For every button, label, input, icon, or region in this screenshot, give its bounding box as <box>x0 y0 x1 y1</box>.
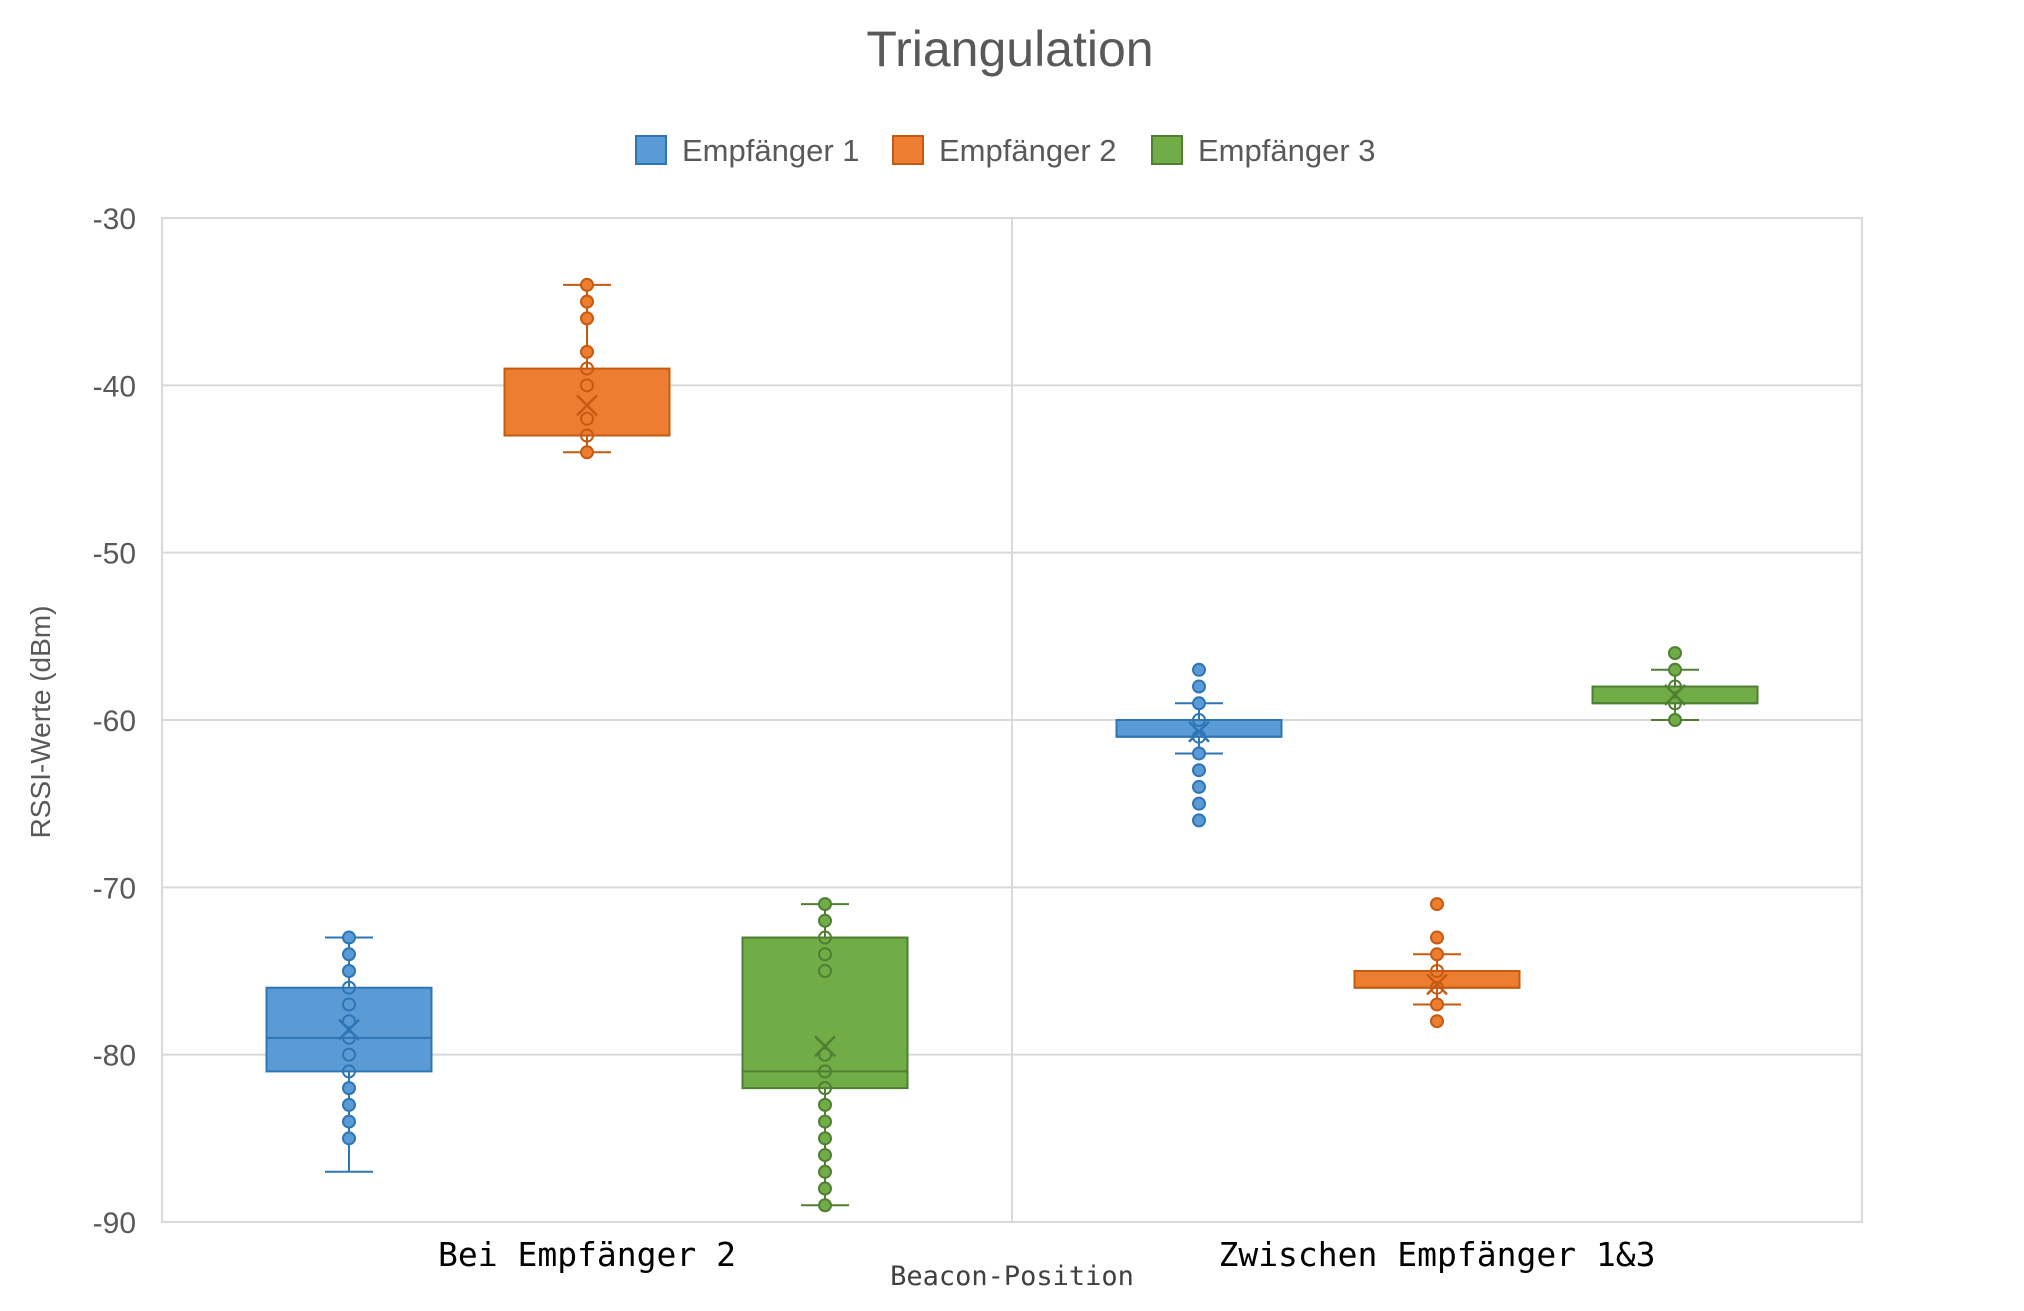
y-tick-label: -90 <box>93 1207 136 1240</box>
data-point <box>1192 713 1206 727</box>
data-point <box>342 1030 356 1045</box>
data-point <box>1192 779 1206 794</box>
legend-swatch <box>635 135 667 165</box>
data-point <box>580 445 594 460</box>
y-tick-label: -80 <box>93 1040 136 1073</box>
data-point <box>1668 696 1682 711</box>
data-point <box>342 1131 356 1146</box>
data-point <box>818 913 832 928</box>
data-point <box>342 964 356 978</box>
data-point <box>1430 980 1444 995</box>
mean-marker <box>576 394 598 417</box>
data-point <box>342 980 356 995</box>
data-point <box>1192 763 1206 778</box>
data-point <box>818 930 832 945</box>
legend: Empfänger 1 Empfänger 2 Empfänger 3 <box>635 133 1376 168</box>
box-empfänger-3-1 <box>1591 646 1759 727</box>
y-axis-label: RSSI-Werte (dBm) <box>25 606 56 839</box>
data-point <box>1668 662 1682 677</box>
data-point <box>1192 696 1206 711</box>
legend-label: Empfänger 3 <box>1198 133 1376 168</box>
box-empfänger-1-1 <box>1115 662 1283 828</box>
box-iqr <box>1115 719 1283 738</box>
box-iqr <box>741 936 909 1090</box>
data-point <box>580 361 594 376</box>
data-point <box>1430 947 1444 962</box>
data-point <box>342 997 356 1012</box>
data-point <box>342 1014 356 1029</box>
y-tick-label: -30 <box>93 203 136 236</box>
data-point <box>818 1148 832 1163</box>
y-tick-label: -50 <box>93 538 136 571</box>
data-point <box>818 1181 832 1196</box>
data-point <box>580 428 594 443</box>
box-empfänger-2-0 <box>503 277 671 460</box>
data-point <box>818 1097 832 1112</box>
mean-marker <box>1188 720 1210 743</box>
data-point <box>580 311 594 326</box>
data-point <box>1192 796 1206 811</box>
data-point <box>342 1081 356 1096</box>
data-point <box>1192 746 1206 761</box>
mean-marker <box>338 1018 360 1041</box>
x-axis-label: Beacon-Position <box>890 1261 1134 1292</box>
data-point <box>818 1047 832 1062</box>
mean-marker <box>1426 973 1448 996</box>
data-point <box>818 897 832 912</box>
box-empfänger-2-1 <box>1353 897 1521 1029</box>
legend-swatch <box>892 135 924 165</box>
data-point <box>818 1064 832 1079</box>
data-point <box>580 277 594 292</box>
box-empfänger-3-0 <box>741 897 909 1213</box>
data-point <box>818 1114 832 1129</box>
data-point <box>818 1164 832 1179</box>
data-point <box>818 964 832 978</box>
data-point <box>818 1081 832 1096</box>
data-point <box>342 1064 356 1079</box>
data-point <box>1430 897 1444 912</box>
chart-title: Triangulation <box>866 21 1153 77</box>
box-series <box>265 277 1759 1213</box>
data-point <box>342 947 356 962</box>
data-point <box>1430 964 1444 978</box>
x-tick-label: Zwischen Empfänger 1&3 <box>1218 1235 1655 1274</box>
data-point <box>1668 713 1682 727</box>
y-tick-label: -60 <box>93 705 136 738</box>
y-axis-ticks: -30 -40 -50 -60 -70 -80 -90 <box>93 203 136 1240</box>
mean-marker <box>1664 684 1686 706</box>
data-point <box>580 378 594 393</box>
legend-label: Empfänger 1 <box>682 133 860 168</box>
data-point <box>1192 813 1206 828</box>
data-point <box>818 1198 832 1213</box>
data-point <box>1192 662 1206 677</box>
x-axis-ticks: Bei Empfänger 2 Zwischen Empfänger 1&3 <box>438 1235 1656 1274</box>
data-point <box>1668 646 1682 661</box>
data-point <box>1430 1014 1444 1029</box>
y-tick-label: -70 <box>93 872 136 905</box>
mean-marker <box>814 1035 836 1058</box>
data-point <box>342 1047 356 1062</box>
data-point <box>580 294 594 309</box>
data-point <box>580 411 594 426</box>
data-point <box>580 344 594 359</box>
data-point <box>342 1114 356 1129</box>
legend-label: Empfänger 2 <box>939 133 1117 168</box>
data-point <box>1668 679 1682 694</box>
data-point <box>1430 930 1444 945</box>
data-point <box>1192 679 1206 694</box>
data-point <box>818 1131 832 1146</box>
data-point <box>342 930 356 945</box>
x-tick-label: Bei Empfänger 2 <box>438 1235 736 1274</box>
legend-swatch <box>1151 135 1183 165</box>
data-point <box>1430 997 1444 1012</box>
data-point <box>818 947 832 962</box>
y-tick-label: -40 <box>93 370 136 403</box>
box-empfänger-1-0 <box>265 930 433 1173</box>
data-point <box>342 1097 356 1112</box>
